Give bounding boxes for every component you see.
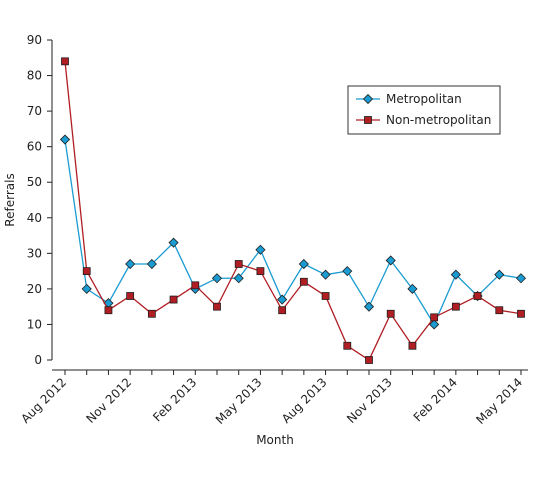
data-point [343,341,352,350]
y-tick-label: 20 [27,282,42,296]
data-point [103,298,114,309]
y-tick-label: 90 [27,33,42,47]
data-point [517,309,525,318]
y-tick-label: 40 [27,211,42,225]
y-tick-label: 60 [27,140,42,154]
x-tick-label: Nov 2013 [344,375,395,426]
data-point [299,277,308,286]
series-non-metropolitan [61,57,525,364]
data-point [473,292,482,300]
data-point [494,269,505,280]
data-point [61,57,69,66]
x-tick-label: Feb 2013 [150,375,199,424]
y-axis-title: Referrals [3,173,17,226]
data-point [256,267,265,276]
data-point [385,255,396,266]
data-point [191,281,200,290]
y-tick-label: 10 [27,317,42,331]
legend-box [347,85,501,135]
data-point [82,267,91,276]
data-point [342,266,353,277]
legend-marker [364,116,372,124]
data-point [386,309,395,318]
legend: Metropolitan Non-metropolitan [347,85,501,135]
data-point [320,269,331,280]
data-point [277,294,288,305]
x-tick-label: Nov 2012 [84,375,135,426]
series-metropolitan [59,134,527,330]
data-point [278,306,287,315]
x-axis-title: Month [256,433,294,447]
legend-marker [362,93,374,105]
legend-label: Non-metropolitan [386,113,491,127]
legend-label: Metropolitan [386,92,462,106]
data-point [408,341,417,350]
data-point [495,306,504,315]
data-point [125,258,136,270]
y-axis: 0 10 20 30 40 50 60 70 80 90 [27,33,53,367]
data-point [147,309,156,318]
y-tick-label: 80 [27,69,42,83]
data-point [255,244,266,255]
y-tick-label: 30 [27,246,42,260]
y-tick-label: 0 [34,353,42,367]
x-tick-label: Aug 2013 [279,375,330,426]
data-point [211,273,223,284]
data-point [81,283,92,294]
data-point [126,292,135,300]
series-layer [59,57,527,364]
data-point [430,313,439,322]
data-point [234,260,243,268]
y-tick-label: 50 [27,175,42,189]
data-point [363,301,375,312]
series-line [64,139,522,326]
x-axis: Aug 2012 Nov 2012 Feb 2013 May 2013 Aug 2013… [18,369,528,427]
x-tick-label: Aug 2012 [18,375,69,426]
series-line [64,61,522,361]
x-tick-label: Feb 2014 [411,375,460,424]
data-point [168,237,179,248]
data-point [407,283,418,294]
data-point [450,269,461,280]
data-point [451,302,460,311]
data-point [59,134,71,145]
data-point [365,356,373,364]
x-tick-label: May 2013 [213,375,265,427]
data-point [233,273,244,284]
data-point [146,258,157,270]
data-point [429,319,440,330]
data-point [104,306,113,315]
data-point [321,292,330,300]
x-tick-label: May 2014 [473,375,525,427]
data-point [169,295,178,304]
data-point [213,302,221,311]
data-point [515,273,527,284]
data-point [298,258,309,270]
y-tick-label: 70 [27,104,42,118]
